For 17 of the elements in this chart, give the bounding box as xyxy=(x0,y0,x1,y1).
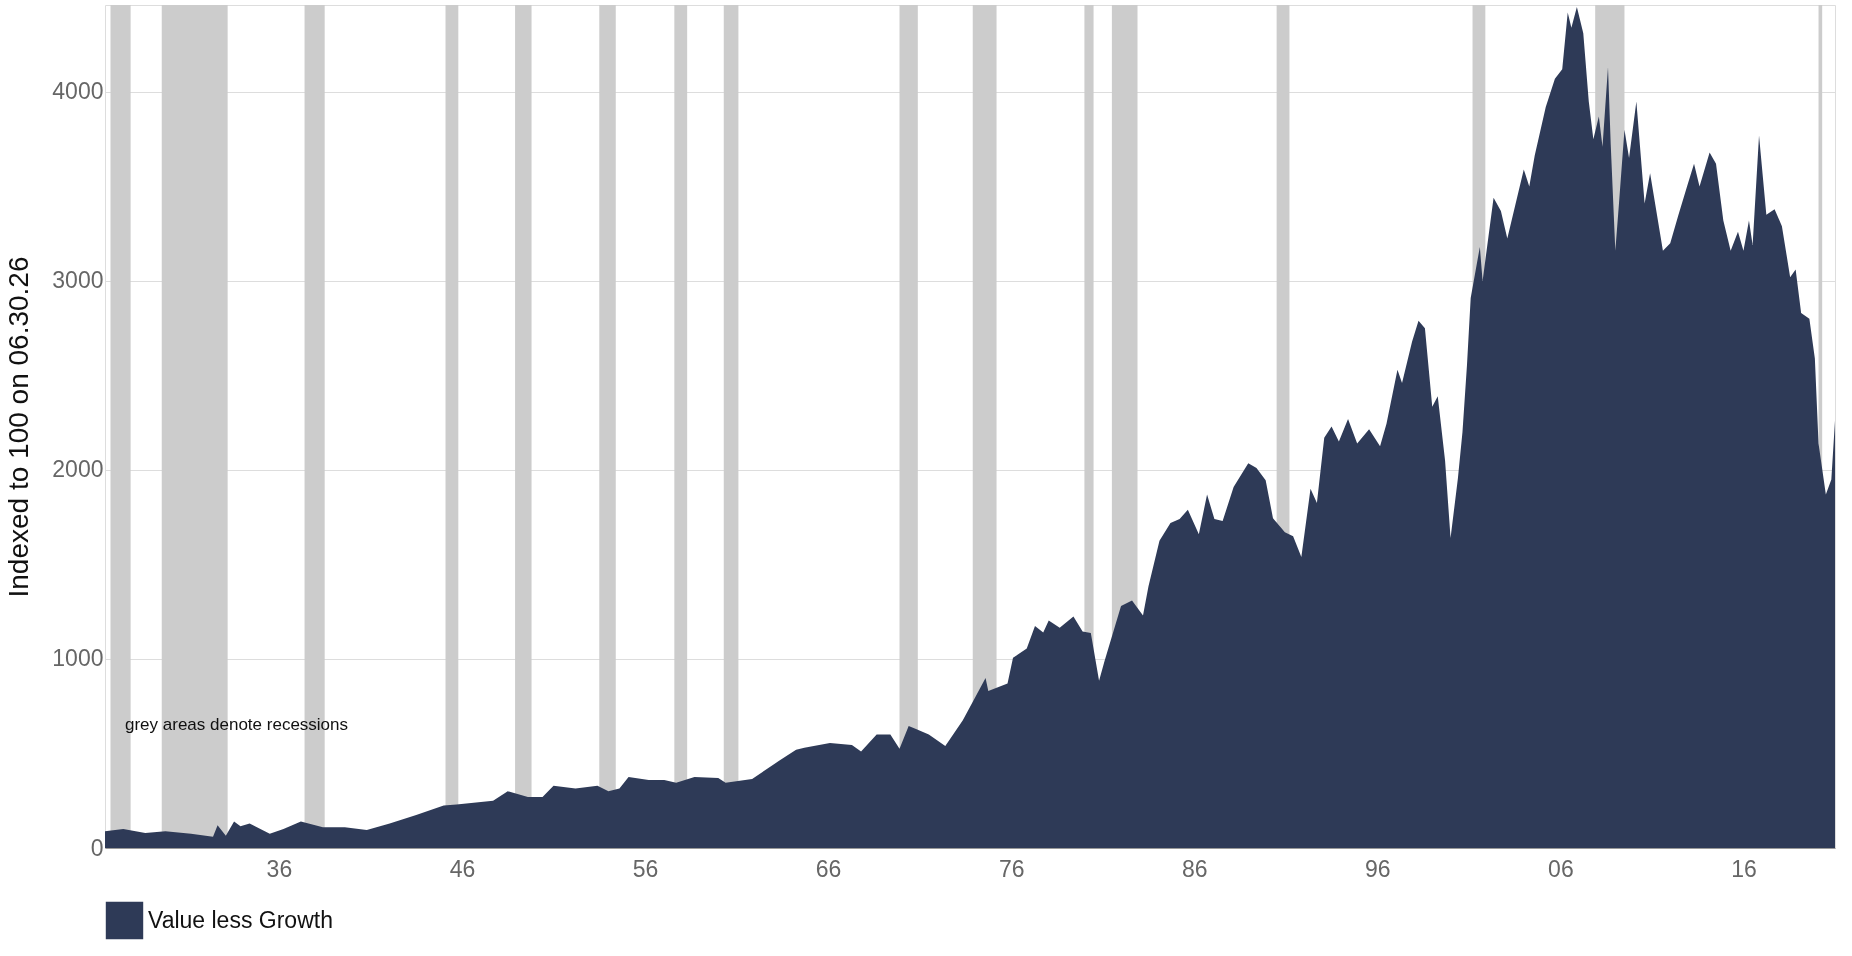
x-tick-label: 16 xyxy=(1731,855,1757,882)
y-tick-label: 3000 xyxy=(52,267,104,294)
y-tick-label: 4000 xyxy=(52,78,104,105)
x-tick-label: 96 xyxy=(1365,855,1391,882)
legend-label: Value less Growth xyxy=(148,906,333,933)
y-tick-label: 0 xyxy=(90,834,104,861)
x-tick-label: 76 xyxy=(998,855,1025,882)
annotation: grey areas denote recessions xyxy=(125,715,349,734)
x-tick-label: 46 xyxy=(449,855,476,882)
y-axis-title: Indexed to 100 on 06.30.26 xyxy=(3,256,35,598)
x-tick-label: 06 xyxy=(1548,855,1574,882)
x-tick-label: 66 xyxy=(815,855,842,882)
x-tick-label: 56 xyxy=(632,855,659,882)
y-tick-label: 2000 xyxy=(52,456,104,483)
y-tick-label: 1000 xyxy=(52,645,104,672)
x-tick-label: 36 xyxy=(266,855,293,882)
x-tick-label: 86 xyxy=(1181,855,1208,882)
